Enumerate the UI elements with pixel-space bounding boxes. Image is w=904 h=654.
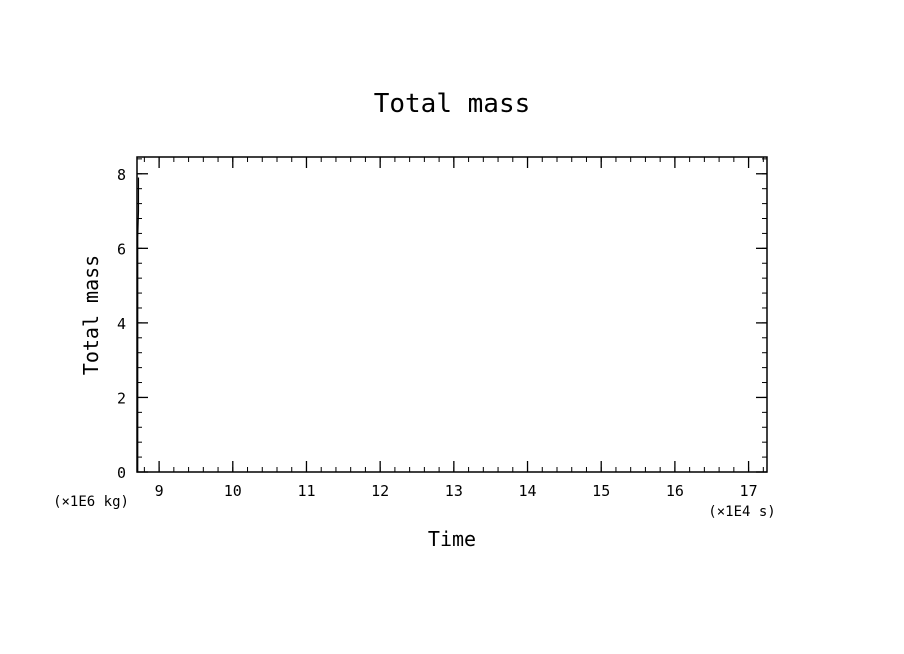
x-tick-label: 12 (371, 482, 389, 500)
y-axis-label: Total mass (79, 255, 103, 375)
x-tick-label: 13 (445, 482, 463, 500)
y-multiplier-label: (×1E6 kg) (53, 494, 129, 510)
minor-ticks (137, 157, 767, 473)
x-tick-label: 11 (297, 482, 315, 500)
major-ticks (137, 157, 767, 473)
x-multiplier-label: (×1E4 s) (708, 504, 775, 520)
x-tick-label: 14 (518, 482, 536, 500)
y-tick-label: 0 (117, 464, 126, 482)
x-tick-label: 10 (224, 482, 242, 500)
y-tick-labels: 0 2 4 6 8 (117, 166, 126, 482)
x-tick-label: 15 (592, 482, 610, 500)
chart-title: Total mass (374, 89, 531, 119)
x-axis-label: Time (428, 527, 476, 551)
x-tick-label: 17 (740, 482, 758, 500)
y-tick-label: 8 (117, 166, 126, 184)
y-tick-label: 4 (117, 315, 126, 333)
series-line-0 (137, 177, 140, 472)
x-tick-label: 16 (666, 482, 684, 500)
x-tick-label: 9 (155, 482, 164, 500)
x-tick-labels: 9 10 11 12 13 14 15 16 17 (155, 482, 758, 500)
plot-frame (136, 156, 768, 473)
series-layer (137, 177, 140, 472)
y-tick-label: 6 (117, 240, 126, 258)
y-tick-label: 2 (117, 389, 126, 407)
